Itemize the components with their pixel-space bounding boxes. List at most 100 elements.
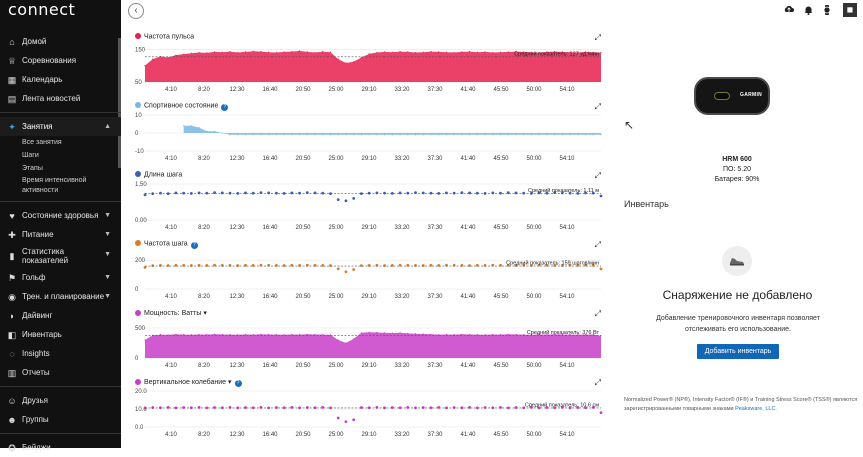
sidebar-item-training[interactable]: ◉ Трен. и планирование ▼ [0,287,121,306]
expand-icon[interactable]: ⤢ [594,102,601,111]
data-point [322,50,324,53]
data-point [375,405,379,409]
y-tick-label: 0.0 [135,425,144,431]
expand-icon[interactable]: ⤢ [594,378,601,387]
info-icon[interactable]: ? [190,241,198,249]
data-point [205,406,209,410]
data-point [537,263,541,267]
x-tick-label: 50:00 [526,156,542,161]
sidebar-item-insights[interactable]: ◌ Insights [0,344,121,363]
x-tick-label: 33:20 [394,225,410,230]
avatar[interactable]: ◼ [843,3,857,17]
data-point [383,264,386,267]
data-point [336,267,340,271]
x-tick-label: 37:30 [427,363,443,368]
add-gear-button[interactable]: Добавить инвентарь [697,344,779,359]
data-point [430,50,432,53]
data-point [244,333,247,336]
sidebar-subitem-floors[interactable]: Этапы [22,165,43,172]
x-tick-label: 20:50 [295,294,311,299]
chart-panel: Спортивное состояние? ⤢ 10 0 -10 4:10 8:20 12:3… [135,99,605,168]
upload-icon[interactable] [784,5,794,16]
sidebar-subitem-steps[interactable]: Шаги [22,152,39,159]
data-point [584,263,587,267]
sidebar-item-nutrition[interactable]: ✚ Питание ▼ [0,225,121,244]
peaksware-link[interactable]: Peaksware, LLC. [735,406,777,412]
expand-icon[interactable]: ⤢ [594,33,601,42]
data-point [523,334,525,336]
expand-icon[interactable]: ⤢ [594,309,601,318]
sidebar-item-golf[interactable]: ⚑ Гольф ▼ [0,268,121,287]
x-tick-label: 20:50 [295,432,311,437]
sidebar-item-gear[interactable]: ◧ Инвентарь [0,325,121,344]
sidebar-item-reports[interactable]: ▥ Отчеты [0,363,121,382]
data-point [507,134,509,136]
data-point [251,191,255,195]
sidebar-item-label: Инвентарь [22,330,62,339]
divider [0,386,121,387]
expand-icon[interactable]: ⤢ [594,171,601,180]
data-point [329,51,332,53]
activity-icon: ✦ [8,122,16,132]
data-point [329,264,332,267]
sidebar-subitem-intensity-minutes[interactable]: Время интенсивной активности [22,177,87,194]
data-point [345,62,347,64]
data-point [306,333,308,335]
y-tick-label: 0 [135,287,139,293]
dropdown-caret-icon[interactable]: ▾ [226,379,232,386]
x-tick-label: 12:30 [229,87,245,92]
sidebar-item-newsfeed[interactable]: ▤ Лента новостей [0,89,121,108]
info-icon[interactable]: ? [234,380,242,387]
data-point [190,52,192,54]
brand-logo[interactable]: connect [8,0,76,19]
data-point [484,51,486,53]
info-icon[interactable]: ? [221,103,229,111]
sidebar-scrollbar[interactable] [118,38,121,168]
legal-notice: Normalized Power® (NP®), Intensity Facto… [624,396,860,414]
data-point [221,132,223,134]
data-point [268,333,270,336]
data-point [523,51,525,53]
data-point [345,342,347,344]
golf-icon: ⚑ [7,273,17,283]
y-tick-label: 150 [135,47,146,53]
device-name[interactable]: HRM 600 [722,156,752,163]
data-point [545,191,549,195]
data-point [206,130,208,132]
sidebar-subitem-all-activities[interactable]: Все занятия [22,139,62,146]
data-point [175,54,177,56]
sidebar-item-home[interactable]: ⌂ Домой [0,32,121,51]
sidebar-item-friends[interactable]: ☺ Друзья [0,391,121,410]
device-battery: Батарея: 90% [714,176,760,183]
data-point [468,264,472,267]
expand-icon[interactable]: ⤢ [594,240,601,249]
sidebar-item-challenges[interactable]: ♕ Соревнования [0,51,121,70]
sidebar-item-activities[interactable]: ✦ Занятия ▲ [0,117,121,136]
dropdown-caret-icon[interactable]: ▾ [201,310,207,317]
data-point [329,134,332,136]
data-point [166,264,170,267]
chart-title-text[interactable]: Мощность: Ватты [144,310,202,317]
data-point [468,191,472,195]
back-button[interactable]: ‹ [128,3,144,19]
data-point [228,405,232,409]
chevron-down-icon: ▼ [104,251,111,258]
data-point [322,334,324,336]
data-point [174,191,178,195]
data-point [259,405,263,409]
bell-icon[interactable] [804,5,813,17]
x-tick-label: 37:30 [427,294,443,299]
x-tick-label: 16:40 [262,225,278,230]
sidebar-item-calendar[interactable]: ▦ Календарь [0,70,121,89]
data-point [484,134,486,136]
chart-title: Частота шага? [135,240,198,249]
sidebar-item-health[interactable]: ♥ Состояние здоровья ▼ [0,206,121,225]
watch-icon[interactable] [823,5,831,17]
chart-title-text[interactable]: Вертикальное колебание [144,379,227,386]
x-tick-label: 45:50 [493,87,509,92]
chevron-down-icon: ▼ [104,274,111,281]
sidebar-item-groups[interactable]: ☻ Группы [0,410,121,429]
sidebar-item-stats[interactable]: ▮ Статистика показателей ▼ [0,244,121,268]
sidebar-item-diving[interactable]: ◗ Дайвинг [0,306,121,325]
data-point [352,268,356,271]
